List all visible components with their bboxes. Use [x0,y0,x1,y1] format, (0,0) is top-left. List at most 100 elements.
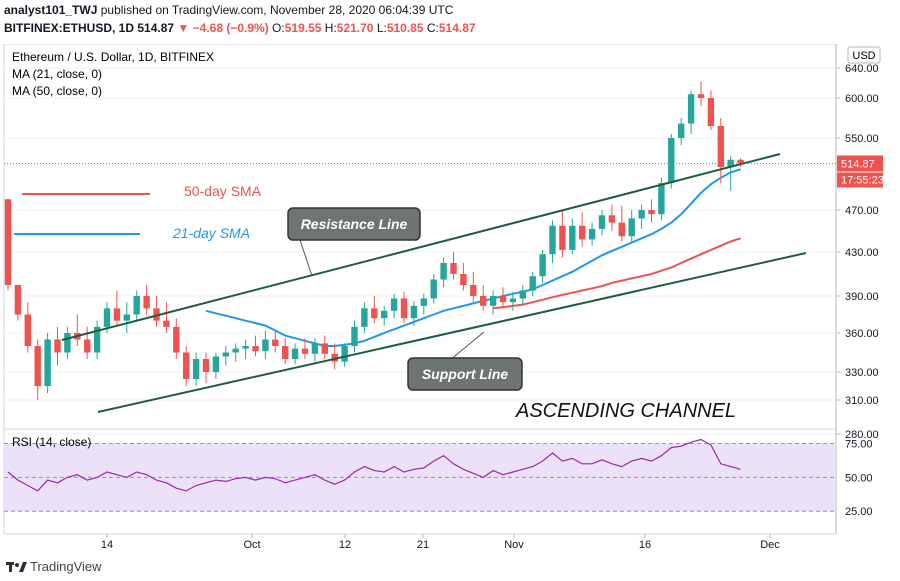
candle-body [262,339,269,352]
candle-body [608,215,616,223]
price-tick-label: 310.00 [845,395,879,407]
sma50-annotation: 50-day SMA [184,183,262,199]
candle-body [272,339,279,346]
candle-body [113,308,121,321]
price-tick-label: 550.00 [845,133,879,145]
time-axis[interactable]: 14 Oct 12 21 Nov 16 Dec [101,534,780,551]
sma21-annotation: 21-day SMA [172,225,250,241]
candle-body [539,254,546,277]
tradingview-logo-icon[interactable] [6,559,28,575]
low-value: 510.85 [386,21,424,35]
price-tick-label: 430.00 [845,247,879,259]
high-label: H: [324,21,337,35]
candle-body [103,308,111,327]
time-tick-label: Nov [504,539,524,551]
down-arrow-icon: ▼ [177,21,190,35]
candle-body [598,215,606,229]
price-tick-label: 470.00 [845,205,879,217]
candle-body [133,296,140,315]
candle-body [687,94,695,124]
price-change: −4.68 (−0.9%) [192,21,269,35]
rsi-tick-label: 75.00 [845,439,873,451]
candle-body [361,308,368,327]
time-tick-label: 21 [417,539,429,551]
time-tick-label: Oct [243,539,260,551]
symbol-text[interactable]: BITFINEX:ETHUSD, 1D [4,21,135,35]
candle-body [163,320,170,327]
candle-body [390,298,398,311]
last-price: 514.87 [137,21,175,35]
time-tick-label: 14 [101,539,113,551]
candle-body [717,126,724,167]
resistance-callout: Resistance Line [287,207,421,277]
candle-body [489,296,497,306]
candle-body [519,290,526,299]
candle-body [588,228,596,240]
price-tick-label: 360.00 [845,328,879,340]
candle-body [529,276,536,291]
price-tick-label: 280.00 [845,429,879,441]
candle-body [628,218,635,237]
resistance-label: Resistance Line [301,216,408,232]
candle-body [291,348,299,359]
open-label: O: [272,21,285,35]
candle-body [737,159,744,164]
rsi-line [7,438,741,492]
chart-header: analyst101_TWJ published on TradingView.… [0,0,900,44]
footer: TradingView [0,553,900,581]
candle-body [183,352,190,379]
candle-body [24,314,31,346]
candles [4,81,744,400]
candle-body [173,326,180,353]
resistance-line [61,153,781,341]
support-label: Support Line [422,366,509,382]
candle-body [499,296,507,303]
candle-body [14,285,22,315]
publisher-line: analyst101_TWJ published on TradingView.… [4,3,453,17]
candle-body [440,263,447,280]
price-chart[interactable]: Ethereum / U.S. Dollar, 1D, BITFINEX MA … [0,44,900,553]
candle-body [301,348,309,354]
candle-body [371,308,378,319]
candle-body [410,305,418,319]
moving-averages [205,168,741,347]
legend-ma50: MA (50, close, 0) [12,84,102,98]
published-text: published on TradingView.com, November 2… [100,3,454,17]
time-tick-label: 16 [639,539,651,551]
last-price-axis-label: 514.87 [841,158,875,170]
candle-body [143,296,150,309]
close-value: 514.87 [438,21,476,35]
last-price-box [837,155,883,172]
candle-body [34,346,41,386]
price-grid: 640.00600.00550.00510.00470.00430.00390.… [4,63,879,441]
open-value: 519.55 [284,21,322,35]
candle-body [381,310,388,319]
candle-body [252,346,259,352]
publisher-name[interactable]: analyst101_TWJ [4,3,98,17]
close-label: C: [426,21,439,35]
legend-title: Ethereum / U.S. Dollar, 1D, BITFINEX [12,50,214,64]
candle-body [460,274,467,285]
quote-line: BITFINEX:ETHUSD, 1D 514.87 ▼ −4.68 (−0.9… [4,21,476,35]
channel-label: ASCENDING CHANNEL [515,400,736,422]
candle-body [84,339,91,353]
candle-body [668,138,675,184]
candle-body [430,279,437,299]
rsi-tick-label: 25.00 [845,506,873,518]
tradingview-brand[interactable]: TradingView [30,559,102,574]
low-label: L: [376,21,387,35]
candle-body [44,339,51,386]
currency-box[interactable] [847,46,881,64]
candle-body [282,346,289,359]
rsi-tick-label: 50.00 [845,472,873,484]
candle-body [93,326,101,353]
countdown-label: 17:55:23 [841,174,884,186]
candle-body [400,298,408,319]
trend-lines [61,153,807,413]
candle-body [648,210,655,215]
candle-body [707,98,715,126]
support-callout: Support Line [407,331,523,391]
candle-body [222,352,229,357]
candle-body [559,225,566,250]
candle-body [351,326,358,346]
